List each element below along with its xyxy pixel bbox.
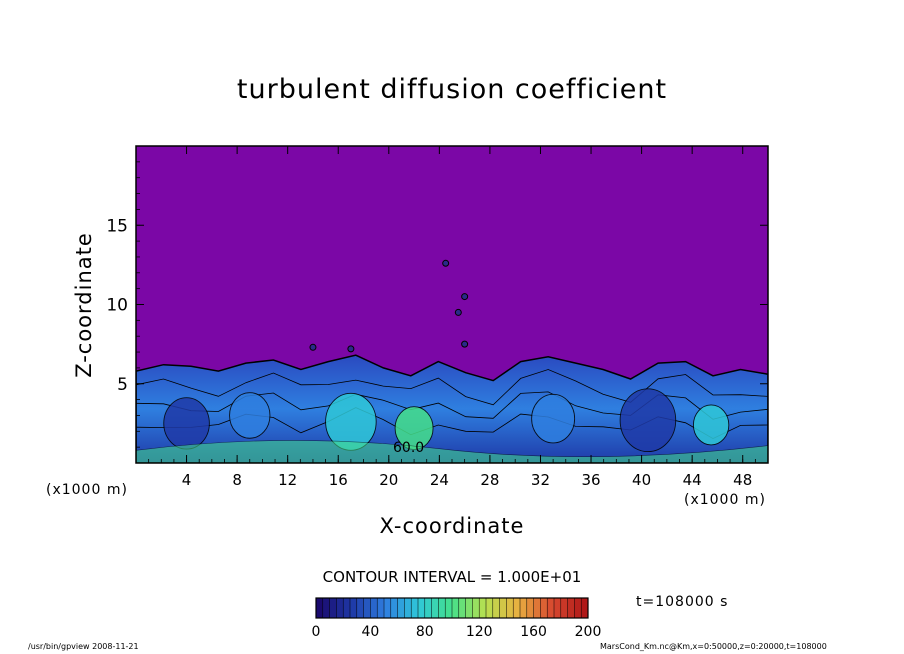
chart-title: turbulent diffusion coefficient bbox=[236, 74, 668, 105]
colorbar-ticks: 0 40 80 120 160 200 bbox=[312, 624, 602, 640]
colorbar-segment bbox=[377, 598, 385, 618]
x-tick-label: 4 bbox=[182, 471, 192, 489]
colorbar-segment bbox=[418, 598, 426, 618]
colorbar-tick-label: 40 bbox=[361, 624, 379, 640]
eddy-cell bbox=[531, 393, 576, 444]
x-tick-label: 20 bbox=[379, 471, 398, 489]
colorbar-segment bbox=[390, 598, 398, 618]
colorbar-segment bbox=[350, 598, 358, 618]
footer-program-date: /usr/bin/gpview 2008-11-21 bbox=[28, 642, 139, 651]
x-axis-label: X-coordinate bbox=[379, 514, 525, 538]
colorbar-segment bbox=[554, 598, 562, 618]
colorbar-segment bbox=[560, 598, 568, 618]
colorbar-segment bbox=[533, 598, 541, 618]
colorbar-tick-label: 80 bbox=[416, 624, 434, 640]
x-tick-label: 36 bbox=[581, 471, 600, 489]
colorbar-segment bbox=[329, 598, 337, 618]
colorbar-segment bbox=[363, 598, 371, 618]
colorbar-segment bbox=[322, 598, 330, 618]
boundary-layer-field bbox=[136, 259, 768, 463]
colorbar-segment bbox=[370, 598, 378, 618]
colorbar-segment bbox=[397, 598, 405, 618]
y-tick-label: 15 bbox=[106, 216, 128, 236]
colorbar-tick-label: 0 bbox=[312, 624, 321, 640]
colorbar-segment bbox=[404, 598, 412, 618]
isolated-contour bbox=[309, 343, 317, 351]
colorbar-segment bbox=[431, 598, 439, 618]
eddy-cell bbox=[619, 388, 677, 453]
colorbar-segment bbox=[384, 598, 392, 618]
isolated-contour bbox=[347, 345, 355, 353]
surface-band bbox=[136, 440, 768, 463]
colorbar-segment bbox=[547, 598, 555, 618]
colorbar-segment bbox=[316, 598, 324, 618]
colorbar-segment bbox=[520, 598, 528, 618]
eddy-cell bbox=[229, 392, 271, 439]
x-tick-label: 28 bbox=[480, 471, 499, 489]
colorbar-segment bbox=[581, 598, 589, 618]
x-tick-label: 44 bbox=[683, 471, 702, 489]
colorbar-segment bbox=[499, 598, 507, 618]
colorbar-segment bbox=[479, 598, 487, 618]
x-tick-label: 48 bbox=[733, 471, 752, 489]
colorbar bbox=[315, 597, 589, 619]
colorbar-frame bbox=[315, 597, 589, 619]
colorbar-segment bbox=[343, 598, 351, 618]
y-tick-label: 5 bbox=[117, 375, 128, 395]
y-tick-label: 10 bbox=[106, 296, 128, 316]
colorbar-segment bbox=[472, 598, 480, 618]
colorbar-tick-label: 120 bbox=[466, 624, 493, 640]
x-unit-label-right: (x1000 m) bbox=[684, 492, 766, 508]
contour-line bbox=[136, 369, 768, 406]
colorbar-segment bbox=[506, 598, 514, 618]
contour-interval-label: CONTOUR INTERVAL = 1.000E+01 bbox=[322, 568, 582, 586]
isolated-contour bbox=[461, 340, 469, 348]
eddy-cell bbox=[163, 397, 210, 450]
eddy-cell bbox=[692, 404, 730, 446]
isolated-contour bbox=[454, 308, 462, 316]
colorbar-segment bbox=[574, 598, 582, 618]
colorbar-segment bbox=[513, 598, 521, 618]
y-axis: 5 10 15 bbox=[106, 145, 768, 464]
colorbar-tick-label: 160 bbox=[520, 624, 547, 640]
x-tick-label: 40 bbox=[632, 471, 651, 489]
x-tick-label: 16 bbox=[329, 471, 348, 489]
colorbar-segment bbox=[465, 598, 473, 618]
time-label: t=108000 s bbox=[636, 594, 729, 610]
colorbar-segment bbox=[336, 598, 344, 618]
colorbar-segment bbox=[452, 598, 460, 618]
colorbar-segment bbox=[486, 598, 494, 618]
footer-data-source: MarsCond_Km.nc@Km,x=0:50000,z=0:20000,t=… bbox=[600, 642, 827, 651]
x-tick-label: 12 bbox=[278, 471, 297, 489]
x-unit-label-left: (x1000 m) bbox=[46, 482, 128, 498]
colorbar-segment bbox=[424, 598, 432, 618]
colorbar-segment bbox=[526, 598, 534, 618]
colorbar-segment bbox=[540, 598, 548, 618]
colorbar-segment bbox=[438, 598, 446, 618]
x-tick-label: 8 bbox=[232, 471, 242, 489]
colorbar-segment bbox=[356, 598, 364, 618]
colorbar-segment bbox=[567, 598, 575, 618]
contour-value-label: 60.0 bbox=[393, 440, 424, 456]
x-axis: 4 8 12 16 20 24 28 32 36 40 44 48 bbox=[135, 146, 769, 489]
isolated-contour bbox=[461, 293, 469, 301]
colorbar-segment bbox=[492, 598, 500, 618]
colorbar-segment bbox=[458, 598, 466, 618]
isolated-contour bbox=[442, 259, 450, 267]
colorbar-segment bbox=[445, 598, 453, 618]
colorbar-tick-label: 200 bbox=[575, 624, 602, 640]
colorbar-segment bbox=[411, 598, 419, 618]
x-tick-label: 32 bbox=[531, 471, 550, 489]
x-tick-label: 24 bbox=[430, 471, 449, 489]
